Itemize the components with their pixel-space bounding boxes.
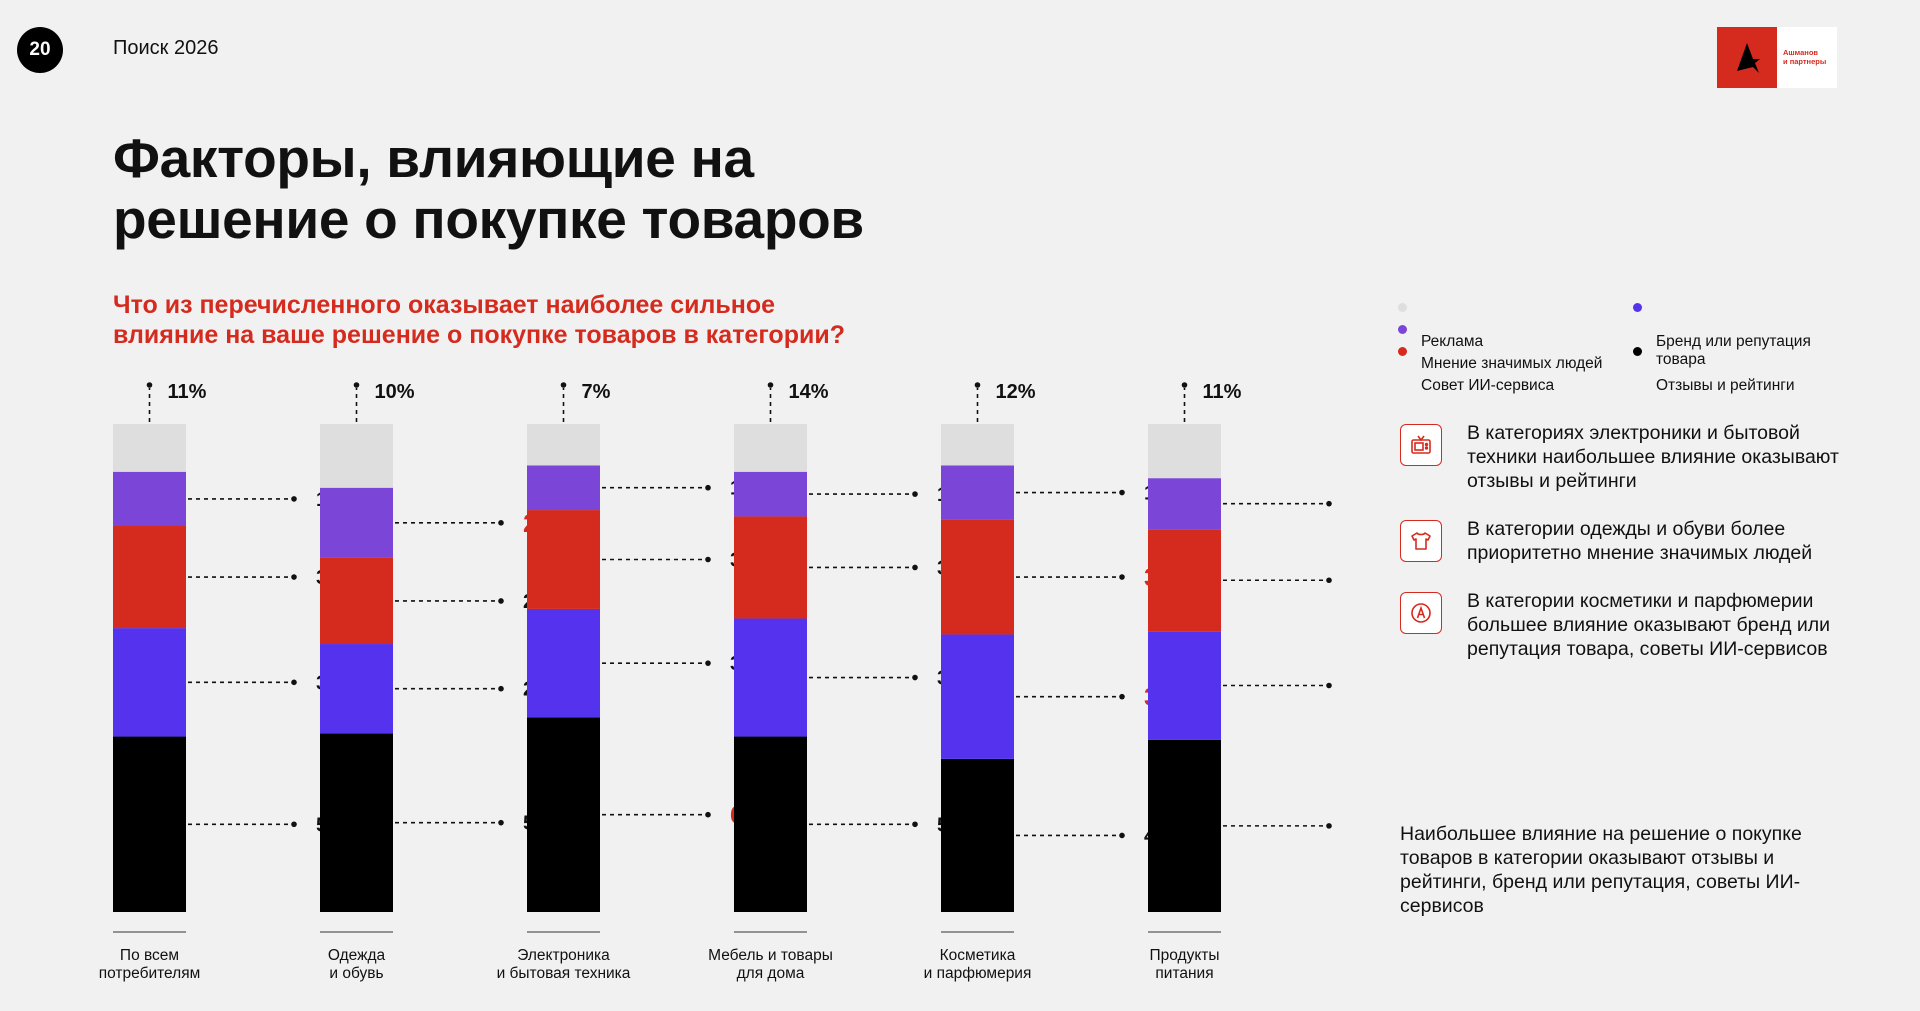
label-dot xyxy=(705,556,711,563)
label-dot xyxy=(1326,823,1332,829)
label-dot xyxy=(1326,682,1332,689)
bar-segment-sovet xyxy=(1148,529,1221,632)
label-dot xyxy=(1119,693,1125,700)
bar-segment-sovet xyxy=(941,519,1014,635)
label-dot xyxy=(974,382,981,388)
legend-dot-icon xyxy=(1398,325,1407,334)
data-label: 7% xyxy=(582,381,611,403)
insight-text: В категории косметики и парфюмерии больш… xyxy=(1467,590,1831,660)
stacked-bar-chart: 55%34%32%17%11%По всемпотребителям56%28%… xyxy=(99,381,1332,982)
label-dot xyxy=(146,382,153,388)
document-label: Поиск 2026 xyxy=(113,37,219,59)
label-dot xyxy=(560,382,567,388)
category-label: Одежда и обувь xyxy=(328,947,386,982)
bar-segment-brend xyxy=(1148,631,1221,740)
data-label: 14% xyxy=(789,381,829,403)
label-dot xyxy=(291,821,297,828)
category-label: Мебель и товары для дома xyxy=(708,947,833,982)
label-dot xyxy=(705,811,711,818)
bar-segment-reklama xyxy=(527,424,600,466)
bar-segment-sovet xyxy=(113,526,186,629)
survey-question: Что из перечисленного оказывает наиболее… xyxy=(113,291,845,349)
bar-segment-otzyvy xyxy=(527,717,600,912)
legend-item-reklama: Реклама xyxy=(1396,297,1483,351)
bar-segment-otzyvy xyxy=(734,736,807,912)
label-dot xyxy=(1326,500,1332,507)
legend-item-brend: Бренд или репутация товара xyxy=(1631,297,1811,369)
bar-segment-mnenie xyxy=(527,465,600,511)
label-dot xyxy=(705,484,711,491)
category-label: Косметика и парфюмерия xyxy=(924,947,1032,982)
label-dot xyxy=(1119,574,1125,580)
category-label: Продукты питания xyxy=(1149,947,1219,982)
label-dot xyxy=(912,491,918,497)
data-label: 11% xyxy=(168,381,207,403)
bar-segment-reklama xyxy=(941,424,1014,466)
label-dot xyxy=(912,674,918,681)
data-label: 10% xyxy=(375,381,415,403)
bar-segment-brend xyxy=(941,634,1014,759)
label-dot xyxy=(498,685,504,692)
page-number-badge: 20 xyxy=(17,27,63,73)
conclusion-text: Наибольшее влияние на решение о покупке … xyxy=(1400,823,1802,917)
bar-segment-reklama xyxy=(113,424,186,472)
bar-segment-brend xyxy=(113,628,186,737)
label-dot xyxy=(912,821,918,828)
data-label: 11% xyxy=(1203,381,1242,403)
bar-segment-sovet xyxy=(320,557,393,645)
legend-dot-icon xyxy=(1398,303,1407,312)
bar-segment-otzyvy xyxy=(113,736,186,912)
legend-item-mnenie: Мнение значимых людей xyxy=(1396,319,1602,373)
label-dot xyxy=(1119,832,1125,839)
bar-segment-reklama xyxy=(320,424,393,488)
bar-segment-brend xyxy=(527,608,600,718)
bar-segment-brend xyxy=(734,618,807,737)
cosmetics-icon xyxy=(1400,592,1442,634)
bar-segment-sovet xyxy=(527,510,600,609)
label-dot xyxy=(353,382,360,388)
logo-mark-icon xyxy=(1717,27,1777,88)
label-dot xyxy=(291,496,297,502)
logo-text: Ашманов и партнеры xyxy=(1783,48,1827,66)
bar-segment-mnenie xyxy=(941,465,1014,520)
bar-segment-sovet xyxy=(734,516,807,619)
bar-segment-mnenie xyxy=(1148,478,1221,530)
insight-text: В категории одежды и обуви более приорит… xyxy=(1467,518,1813,564)
label-dot xyxy=(1326,577,1332,584)
company-logo: Ашманов и партнеры xyxy=(1717,27,1837,88)
legend-item-otzyvy: Отзывы и рейтинги xyxy=(1631,341,1795,395)
bar-segment-reklama xyxy=(1148,424,1221,479)
label-dot xyxy=(291,679,297,686)
label-dot xyxy=(498,819,504,826)
label-dot xyxy=(767,382,774,388)
label-dot xyxy=(1119,489,1125,496)
label-dot xyxy=(705,660,711,666)
legend-item-sovet: Совет ИИ-сервиса xyxy=(1396,341,1554,395)
bar-segment-otzyvy xyxy=(941,758,1014,912)
insight-text: В категориях электроники и бытовой техни… xyxy=(1467,422,1839,492)
bar-segment-mnenie xyxy=(320,487,393,558)
legend-dot-icon xyxy=(1633,303,1642,312)
label-dot xyxy=(912,564,918,571)
bar-segment-otzyvy xyxy=(1148,739,1221,912)
legend-dot-icon xyxy=(1633,347,1642,356)
tv-icon xyxy=(1400,424,1442,466)
tshirt-icon xyxy=(1400,520,1442,562)
bar-segment-brend xyxy=(320,644,393,734)
label-dot xyxy=(1181,382,1188,388)
category-label: По всем потребителям xyxy=(99,947,201,982)
label-dot xyxy=(498,598,504,604)
category-label: Электроника и бытовая техника xyxy=(497,947,631,982)
label-dot xyxy=(291,574,297,580)
legend-dot-icon xyxy=(1398,347,1407,356)
bar-segment-mnenie xyxy=(113,471,186,527)
bar-segment-otzyvy xyxy=(320,733,393,912)
bar-segment-reklama xyxy=(734,424,807,472)
bar-segment-mnenie xyxy=(734,471,807,517)
data-label: 12% xyxy=(996,381,1036,403)
slide-title: Факторы, влияющие на решение о покупке т… xyxy=(113,127,864,250)
label-dot xyxy=(498,520,504,526)
